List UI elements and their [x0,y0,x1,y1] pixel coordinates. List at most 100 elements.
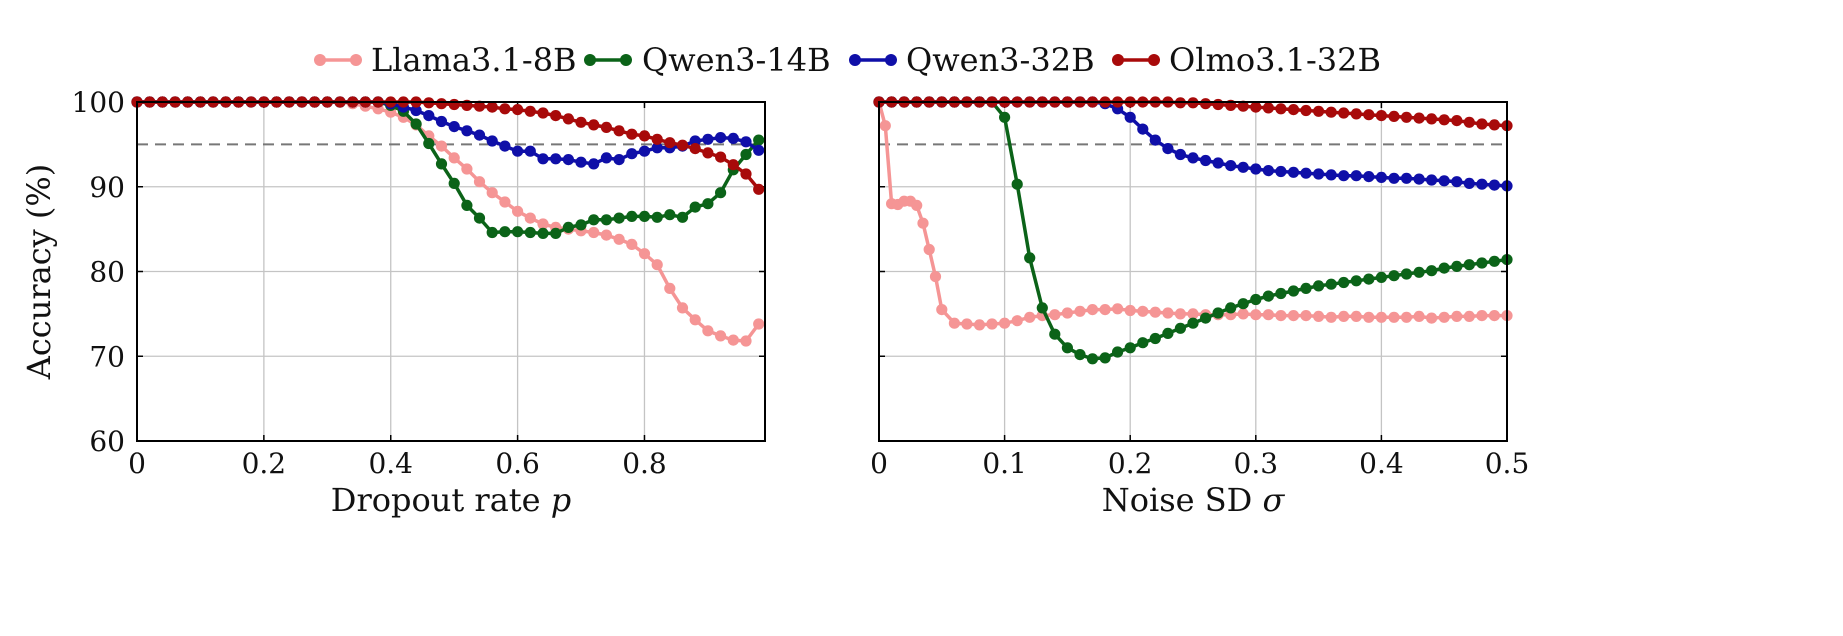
data-point-qwen3-32b [1149,134,1161,146]
data-point-olmo3-1-32b [1438,114,1450,126]
data-point-qwen3-32b [702,133,714,145]
data-point-qwen3-32b [1338,170,1350,182]
data-point-qwen3-32b [473,129,486,141]
grid [879,102,1507,441]
data-point-qwen3-14b [461,199,473,211]
legend-marker-qwen3-32b [849,54,861,66]
data-point-olmo3-1-32b [1212,98,1224,111]
data-point-olmo3-1-32b [1262,102,1274,114]
data-point-qwen3-32b [626,148,638,160]
data-point-llama3-1-8b [961,318,973,330]
data-point-olmo3-1-32b [715,151,727,163]
data-point-qwen3-14b [1162,327,1174,339]
data-point-qwen3-32b [1350,170,1362,182]
data-point-qwen3-32b [1325,169,1337,181]
data-point-qwen3-14b [1099,352,1111,364]
data-point-llama3-1-8b [1287,310,1300,322]
data-point-qwen3-32b [1187,152,1199,164]
data-point-olmo3-1-32b [664,137,676,149]
data-point-llama3-1-8b [461,163,473,175]
data-point-qwen3-32b [1200,154,1212,167]
data-point-qwen3-32b [715,132,727,144]
legend-marker-qwen3-14b [584,54,596,66]
x-tick-label: 0.3 [1234,447,1279,480]
data-point-qwen3-32b [550,153,562,165]
x-tick-label: 0.4 [368,447,413,480]
data-point-qwen3-14b [1262,290,1274,302]
plot-frame [136,101,766,442]
data-point-llama3-1-8b [1250,309,1262,321]
data-point-qwen3-32b [1463,177,1475,189]
data-point-llama3-1-8b [638,248,651,260]
legend-marker-qwen3-14b [620,54,632,66]
data-point-qwen3-32b [511,145,524,157]
data-point-qwen3-32b [1313,168,1325,180]
legend-label-olmo3-1-32b: Olmo3.1-32B [1169,41,1381,79]
data-point-olmo3-1-32b [1300,104,1312,117]
series-line-llama3-1-8b [137,100,761,343]
data-point-qwen3-14b [1438,262,1450,274]
data-point-llama3-1-8b [879,120,891,132]
data-point-qwen3-32b [1363,171,1375,183]
data-point-llama3-1-8b [473,176,486,188]
data-point-olmo3-1-32b [600,121,613,133]
panel-dropout: 0 0.2 0.4 0.6 0.8 60 70 80 90 100 Dropout rate p Ac… [20,86,766,519]
data-point-llama3-1-8b [1338,310,1350,322]
data-point-olmo3-1-32b [1488,119,1500,131]
x-tick-label: 0 [128,447,146,480]
data-point-qwen3-14b [651,211,663,223]
data-point-olmo3-1-32b [575,116,587,128]
data-point-qwen3-32b [1426,174,1438,186]
data-point-olmo3-1-32b [727,159,739,171]
data-point-qwen3-14b [511,226,524,238]
data-point-olmo3-1-32b [740,168,752,180]
data-point-llama3-1-8b [1313,310,1325,322]
data-point-qwen3-14b [473,212,486,224]
data-point-qwen3-32b [499,140,511,152]
data-point-qwen3-14b [1237,298,1249,310]
data-point-qwen3-14b [676,211,689,223]
data-point-qwen3-32b [1375,171,1387,183]
data-point-olmo3-1-32b [435,98,448,110]
data-point-llama3-1-8b [664,282,676,294]
data-point-qwen3-14b [1388,270,1400,282]
data-point-llama3-1-8b [948,317,961,329]
x-tick-label: 0.6 [495,447,540,480]
data-point-olmo3-1-32b [1287,104,1300,116]
data-point-olmo3-1-32b [1350,108,1362,120]
data-point-llama3-1-8b [923,243,935,256]
legend-marker-olmo3-1-32b [1148,54,1160,66]
data-point-olmo3-1-32b [1325,106,1337,118]
data-point-llama3-1-8b [588,226,600,239]
data-point-olmo3-1-32b [1363,109,1375,121]
data-point-qwen3-32b [1388,172,1400,184]
series-llama3-1-8b [873,96,1513,331]
data-point-llama3-1-8b [1061,307,1073,319]
ticks: 0 0.2 0.4 0.6 0.8 60 70 80 90 100 [72,86,765,480]
data-point-llama3-1-8b [1124,304,1136,317]
data-point-qwen3-14b [1338,276,1350,289]
data-point-llama3-1-8b [740,335,752,347]
data-point-olmo3-1-32b [524,105,536,117]
series-line-qwen3-32b [137,100,760,166]
data-point-qwen3-14b [1451,260,1463,272]
data-point-qwen3-14b [550,227,562,239]
x-tick-label: 0.4 [1359,447,1404,480]
data-point-qwen3-32b [1413,173,1425,185]
data-point-llama3-1-8b [1476,310,1488,322]
data-point-olmo3-1-32b [689,143,701,155]
data-point-olmo3-1-32b [638,130,651,142]
data-point-llama3-1-8b [1400,311,1413,323]
data-point-qwen3-32b [1438,175,1450,187]
data-point-llama3-1-8b [1413,310,1425,322]
data-point-qwen3-14b [1488,255,1500,267]
data-point-qwen3-14b [626,210,638,222]
data-point-olmo3-1-32b [1338,107,1350,119]
data-point-qwen3-32b [727,132,739,144]
data-point-olmo3-1-32b [448,98,460,111]
data-point-qwen3-14b [753,134,765,146]
data-point-olmo3-1-32b [753,183,765,195]
data-point-llama3-1-8b [1363,311,1375,323]
data-point-llama3-1-8b [1388,311,1400,323]
y-tick-label: 100 [72,86,125,119]
